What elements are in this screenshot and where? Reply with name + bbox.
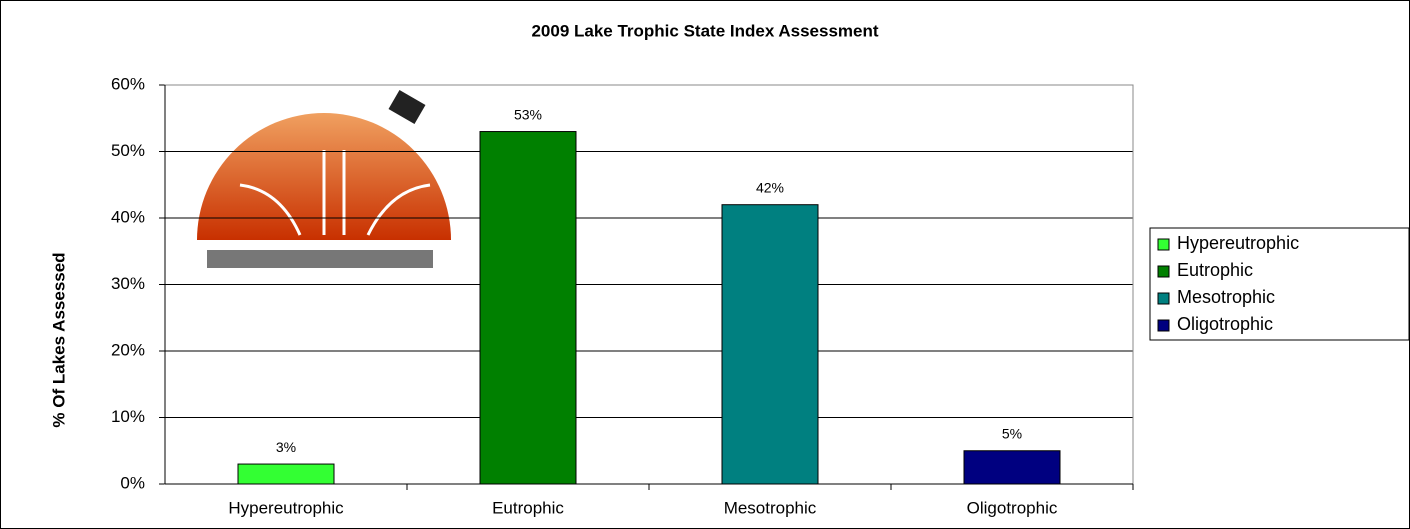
data-label: 42% — [756, 179, 784, 195]
legend-swatch — [1157, 319, 1170, 332]
legend-swatch — [1157, 292, 1170, 305]
legend-swatch — [1157, 238, 1170, 251]
y-tick-label: 10% — [111, 407, 145, 426]
y-axis-label: % Of Lakes Assessed — [49, 252, 68, 427]
data-label: 5% — [1002, 425, 1022, 441]
y-tick-label: 50% — [111, 141, 145, 160]
legend-swatch — [1157, 265, 1170, 278]
bar — [237, 463, 335, 485]
y-tick-label: 30% — [111, 274, 145, 293]
bar — [963, 450, 1061, 485]
logo-rays — [239, 150, 431, 236]
legend-label: Mesotrophic — [1177, 287, 1275, 307]
legend-label: Hypereutrophic — [1177, 233, 1299, 253]
bar — [721, 204, 819, 485]
data-label: 53% — [514, 106, 542, 122]
legend — [1149, 227, 1410, 341]
x-tick-label: Oligotrophic — [967, 498, 1058, 517]
x-tick-label: Mesotrophic — [724, 498, 817, 517]
bar — [479, 131, 577, 485]
chart-title: 2009 Lake Trophic State Index Assessment — [531, 21, 878, 40]
logo-satellite — [388, 89, 426, 125]
logo — [197, 89, 451, 268]
y-tick-label: 40% — [111, 207, 145, 226]
x-tick-label: Hypereutrophic — [228, 498, 344, 517]
x-tick-label: Eutrophic — [492, 498, 564, 517]
legend-label: Eutrophic — [1177, 260, 1253, 280]
data-label: 3% — [276, 439, 296, 455]
legend-label: Oligotrophic — [1177, 314, 1273, 334]
logo-letters — [207, 250, 433, 268]
y-tick-label: 60% — [111, 74, 145, 93]
y-tick-label: 20% — [111, 340, 145, 359]
y-tick-label: 0% — [120, 473, 145, 492]
